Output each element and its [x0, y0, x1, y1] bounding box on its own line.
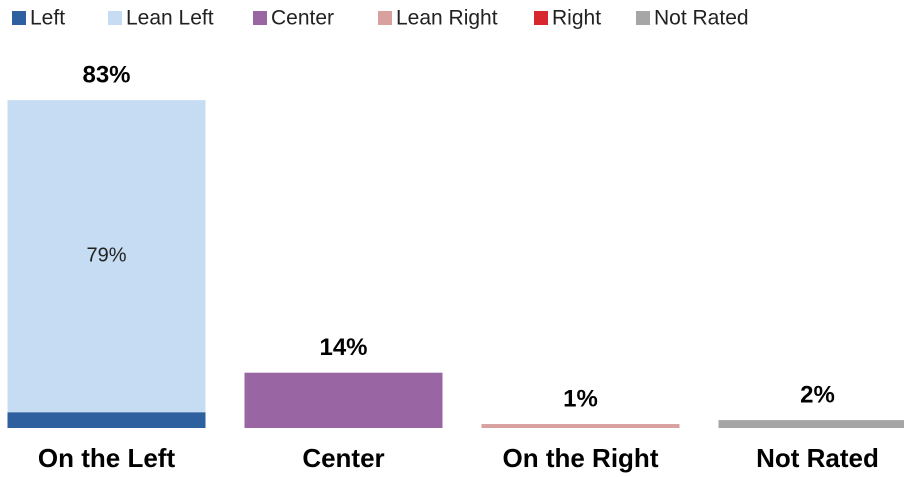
- legend-swatch: [378, 11, 392, 25]
- bar-segment: [7, 100, 206, 413]
- total-label: 1%: [563, 385, 598, 412]
- bar-segment: [718, 420, 904, 428]
- legend-swatch: [636, 11, 650, 25]
- x-tick-label: Center: [302, 443, 384, 473]
- legend-swatch: [253, 11, 267, 25]
- bar-segment: [7, 412, 206, 428]
- bar-segment: [244, 372, 443, 428]
- legend-swatch: [108, 11, 122, 25]
- legend-swatch: [534, 11, 548, 25]
- x-tick-label: Not Rated: [756, 443, 879, 473]
- x-tick-label: On the Right: [503, 443, 659, 473]
- total-label: 83%: [82, 61, 130, 88]
- legend-label: Center: [271, 7, 334, 30]
- bar-segment: [481, 424, 680, 428]
- legend-label: Lean Left: [126, 7, 214, 30]
- x-tick-label: On the Left: [38, 443, 176, 473]
- legend-label: Lean Right: [396, 7, 498, 30]
- legend-swatch: [12, 11, 26, 25]
- legend-label: Right: [552, 7, 601, 30]
- legend-label: Not Rated: [654, 7, 749, 30]
- legend-label: Left: [30, 7, 65, 30]
- total-label: 14%: [319, 334, 367, 361]
- segment-label: 79%: [86, 244, 126, 266]
- total-label: 2%: [800, 381, 835, 408]
